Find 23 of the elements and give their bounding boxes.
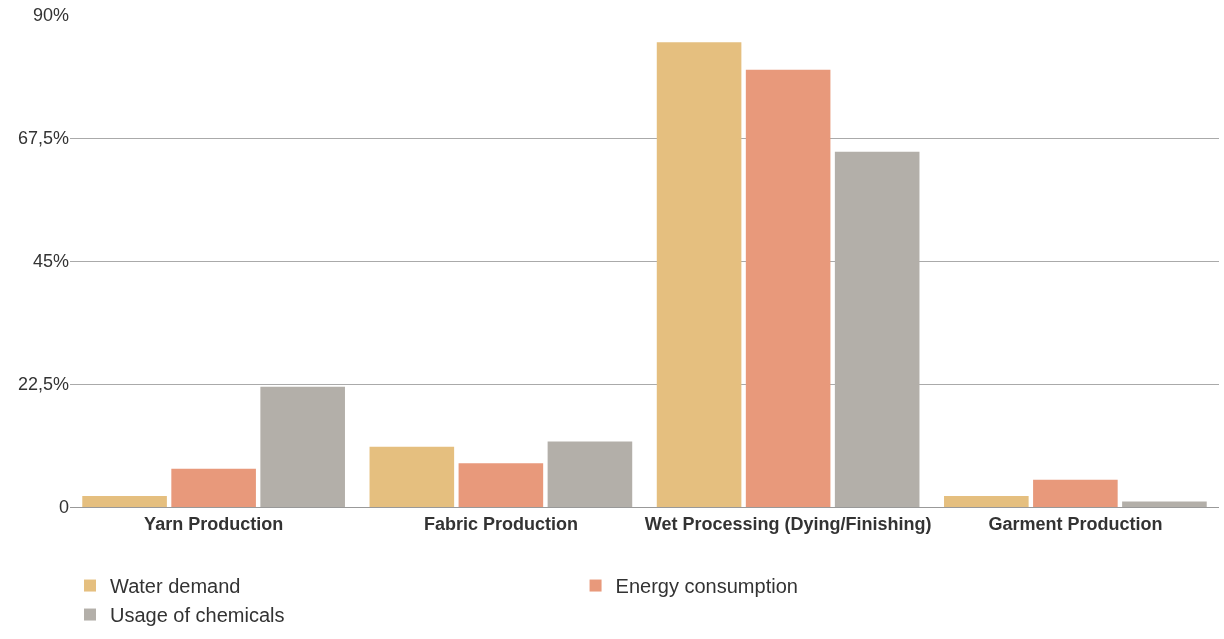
legend-label: Energy consumption: [615, 575, 798, 598]
y-tick-label: 67,5%: [17, 128, 69, 149]
y-tick-label: 45%: [32, 251, 69, 272]
bar: [1122, 501, 1207, 507]
x-tick-label: Garment Production: [988, 513, 1163, 534]
x-tick-label: Yarn Production: [144, 513, 284, 534]
y-tick-label: 22,5%: [17, 374, 69, 395]
legend-label: Water demand: [110, 575, 241, 598]
bar: [1033, 479, 1118, 507]
bar: [82, 496, 167, 507]
y-tick-label: 90%: [32, 5, 69, 26]
bar: [547, 441, 633, 507]
x-tick-label: Fabric Production: [423, 513, 578, 534]
x-tick-label: Wet Processing (Dying/Finishing): [644, 513, 932, 534]
bar: [745, 69, 831, 507]
bar: [260, 386, 345, 507]
bar: [656, 42, 742, 507]
bar: [944, 496, 1029, 507]
y-tick-label: 0: [58, 497, 69, 518]
bar: [171, 468, 256, 507]
bar: [369, 446, 455, 507]
bar: [458, 463, 544, 507]
legend-label: Usage of chemicals: [110, 604, 285, 627]
